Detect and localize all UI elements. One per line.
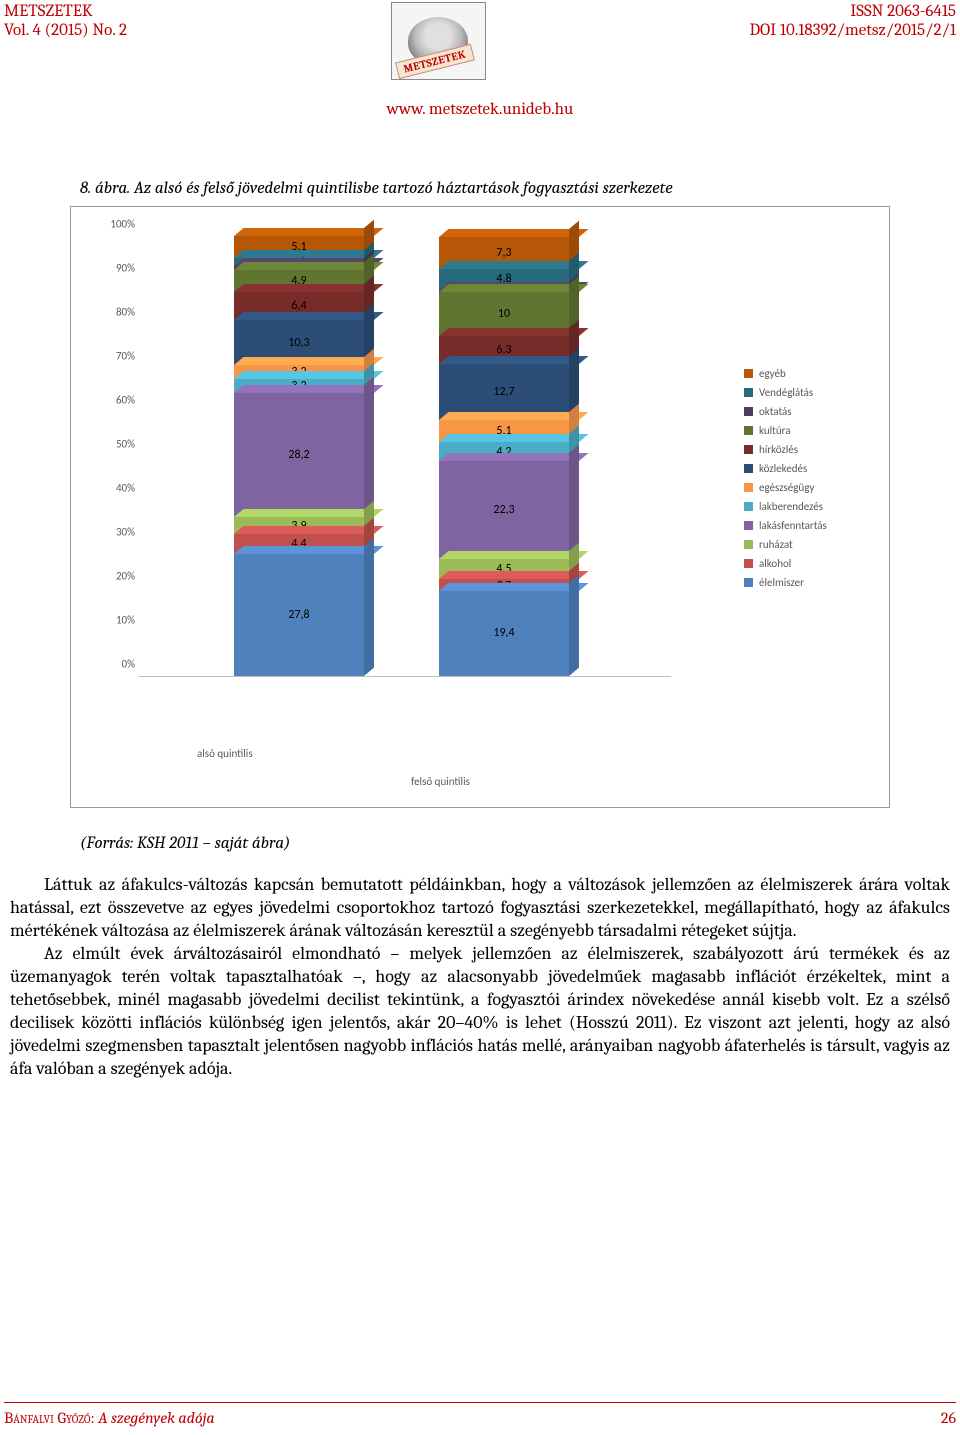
bar-value-label: 12,7	[493, 385, 514, 399]
bar-value-label: 22,3	[493, 503, 514, 517]
legend-item-egyeb: egyéb	[744, 367, 869, 380]
legend-swatch	[744, 426, 753, 435]
legend-label: kultúra	[759, 424, 791, 437]
legend-swatch	[744, 388, 753, 397]
body-text: Láttuk az áfakulcs-változás kapcsán bemu…	[10, 873, 950, 1080]
x-label-also: alsó quintilis	[197, 747, 253, 760]
legend-swatch	[744, 407, 753, 416]
legend-swatch	[744, 559, 753, 568]
y-tick: 50%	[116, 438, 135, 451]
x-label-felso: felső quintilis	[411, 775, 470, 788]
legend-swatch	[744, 464, 753, 473]
legend-item-alkohol: alkohol	[744, 557, 869, 570]
legend-item-egeszsegugy: egészségügy	[744, 481, 869, 494]
bar-segment-lakasfenntartas: 28,2	[234, 393, 364, 517]
figure-caption: 8. ábra. Az alsó és felső jövedelmi quin…	[80, 179, 960, 198]
legend-label: élelmiszer	[759, 576, 804, 589]
y-tick: 20%	[116, 570, 135, 583]
y-tick: 80%	[116, 306, 135, 319]
chart-legend: egyéb Vendéglátás oktatás kultúra hírközlés k…	[744, 367, 869, 595]
y-tick: 30%	[116, 526, 135, 539]
legend-swatch	[744, 369, 753, 378]
y-tick: 0%	[122, 658, 135, 671]
bar-value-label: 7,3	[496, 246, 511, 260]
legend-swatch	[744, 540, 753, 549]
paragraph-2: Az elmúlt évek árváltozásairól elmondhat…	[10, 942, 950, 1080]
y-tick: 90%	[116, 262, 135, 275]
footer-title: A szegények adója	[98, 1409, 214, 1427]
issn: ISSN 2063-6415	[749, 2, 956, 21]
y-tick: 40%	[116, 482, 135, 495]
legend-swatch	[744, 578, 753, 587]
bar-value-label: 28,2	[288, 448, 309, 462]
legend-item-ruhazat: ruházat	[744, 538, 869, 551]
chart-plot: 0%10%20%30%40%50%60%70%80%90%100% 5,11,8…	[81, 217, 671, 707]
legend-item-kultura: kultúra	[744, 424, 869, 437]
legend-item-lakasfenntartas: lakásfenntartás	[744, 519, 869, 532]
legend-label: alkohol	[759, 557, 791, 570]
logo-band-text: METSZETEK	[395, 44, 475, 79]
apple-icon: METSZETEK	[408, 17, 468, 65]
bar-segment-lakasfenntartas: 22,3	[439, 461, 569, 559]
legend-item-vendeglatas: Vendéglátás	[744, 386, 869, 399]
bar-value-label: 27,8	[288, 608, 309, 622]
legend-label: hírközlés	[759, 443, 798, 456]
legend-label: Vendéglátás	[759, 386, 813, 399]
journal-logo: METSZETEK	[391, 2, 486, 80]
bar-value-label: 10	[498, 307, 510, 321]
legend-swatch	[744, 502, 753, 511]
figure-source: (Forrás: KSH 2011 – saját ábra)	[80, 834, 960, 853]
legend-item-elelmiszer: élelmiszer	[744, 576, 869, 589]
legend-label: lakberendezés	[759, 500, 823, 513]
footer-author: Bánfalvi Győző:	[4, 1409, 95, 1427]
bar-stack-also: 5,11,80,94,96,410,33,23,228,23,94,427,8	[234, 236, 364, 676]
legend-label: oktatás	[759, 405, 792, 418]
bar-segment-elelmiszer: 19,4	[439, 591, 569, 676]
bar-segment-elelmiszer: 27,8	[234, 554, 364, 676]
legend-swatch	[744, 483, 753, 492]
chart-frame: 0%10%20%30%40%50%60%70%80%90%100% 5,11,8…	[70, 206, 890, 808]
bar-value-label: 6,4	[291, 299, 306, 313]
legend-item-kozlekedes: közlekedés	[744, 462, 869, 475]
legend-item-oktatas: oktatás	[744, 405, 869, 418]
bar-stack-felso: 7,34,80,6106,312,75,14,222,34,52,719,4	[439, 236, 569, 676]
paragraph-1: Láttuk az áfakulcs-változás kapcsán bemu…	[10, 873, 950, 942]
journal-volume: Vol. 4 (2015) No. 2	[4, 21, 127, 40]
y-tick: 100%	[110, 218, 135, 231]
y-tick: 60%	[116, 394, 135, 407]
bar-value-label: 10,3	[288, 336, 309, 350]
journal-name: METSZETEK	[4, 2, 127, 21]
legend-label: közlekedés	[759, 462, 807, 475]
page-footer: Bánfalvi Győző: A szegények adója 26	[4, 1402, 956, 1427]
y-tick: 10%	[116, 614, 135, 627]
bar-value-label: 19,4	[493, 626, 514, 640]
legend-swatch	[744, 445, 753, 454]
legend-label: egészségügy	[759, 481, 814, 494]
doi: DOI 10.18392/metsz/2015/2/1	[749, 21, 956, 40]
journal-url: www. metszetek.unideb.hu	[0, 100, 960, 119]
journal-ids: ISSN 2063-6415 DOI 10.18392/metsz/2015/2…	[749, 2, 956, 40]
legend-item-hirkozles: hírközlés	[744, 443, 869, 456]
legend-item-lakberendezes: lakberendezés	[744, 500, 869, 513]
journal-block: METSZETEK Vol. 4 (2015) No. 2	[4, 2, 127, 40]
legend-label: ruházat	[759, 538, 793, 551]
legend-label: lakásfenntartás	[759, 519, 827, 532]
footer-page: 26	[941, 1409, 956, 1427]
legend-label: egyéb	[759, 367, 786, 380]
y-axis: 0%10%20%30%40%50%60%70%80%90%100%	[81, 237, 139, 677]
y-tick: 70%	[116, 350, 135, 363]
legend-swatch	[744, 521, 753, 530]
